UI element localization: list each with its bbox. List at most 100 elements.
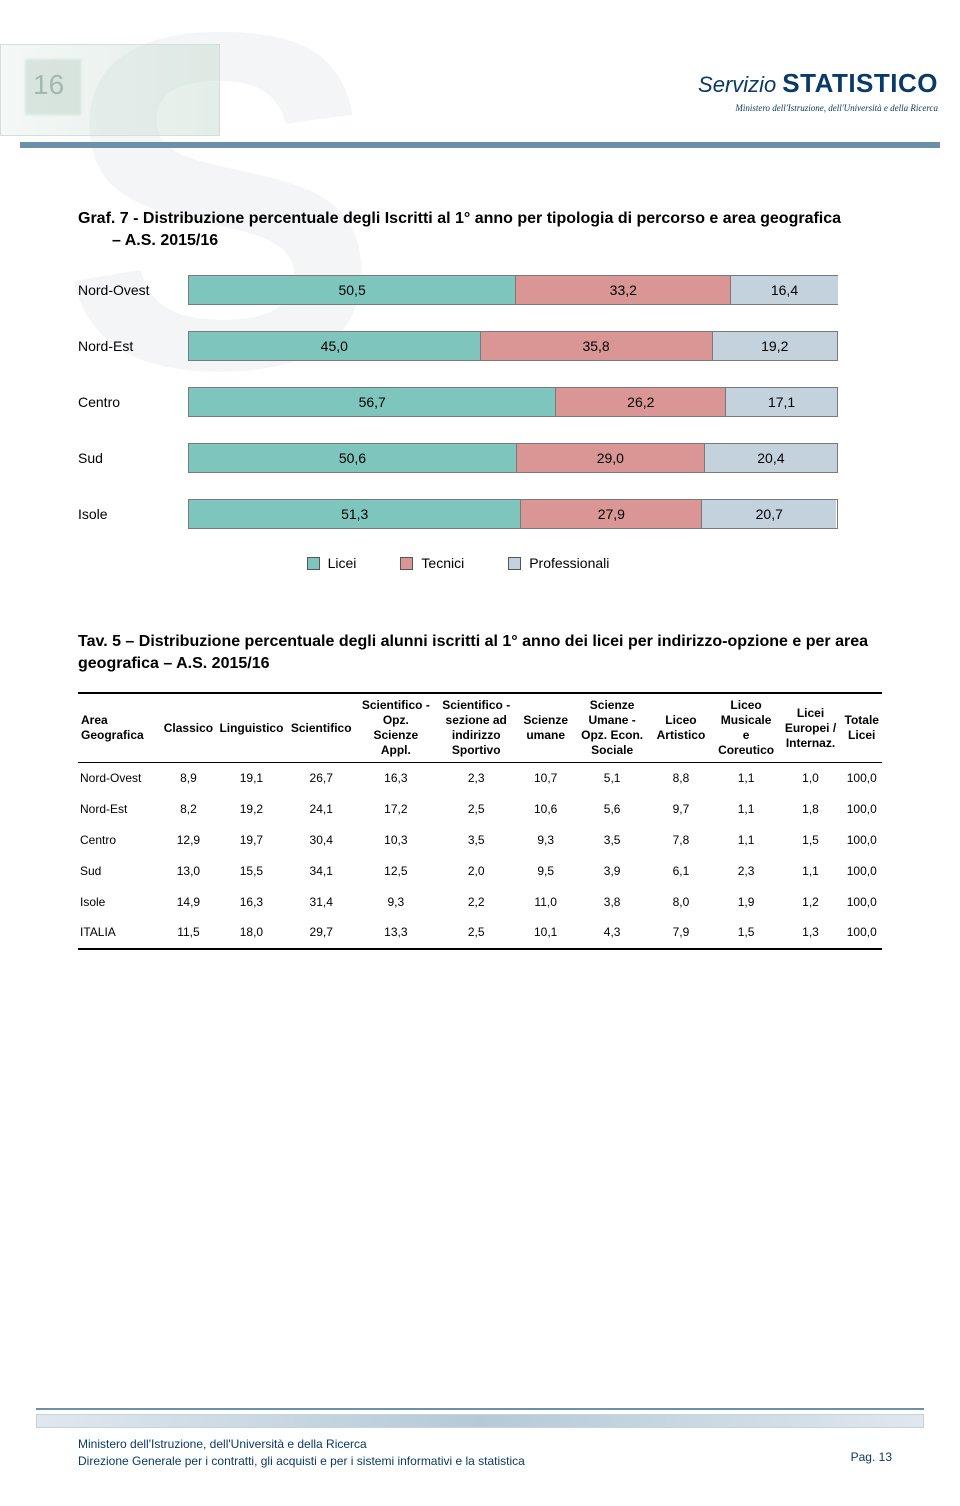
footer-line1: Ministero dell'Istruzione, dell'Universi… bbox=[78, 1436, 525, 1453]
table-cell: 19,1 bbox=[216, 763, 287, 794]
legend-item: Tecnici bbox=[400, 555, 464, 571]
table-cell: 6,1 bbox=[649, 856, 712, 887]
table-cell: 100,0 bbox=[841, 763, 882, 794]
table-cell: 3,5 bbox=[575, 825, 649, 856]
brand-statistico: STATISTICO bbox=[782, 68, 938, 99]
table-cell: 100,0 bbox=[841, 917, 882, 949]
table-cell: 3,9 bbox=[575, 856, 649, 887]
table-cell: 13,0 bbox=[161, 856, 216, 887]
table-cell: 2,2 bbox=[436, 887, 516, 918]
table-row: Nord-Est8,219,224,117,22,510,65,69,71,11… bbox=[78, 794, 882, 825]
table-row-label: Nord-Ovest bbox=[78, 763, 161, 794]
tav-title: Tav. 5 – Distribuzione percentuale degli… bbox=[78, 631, 896, 674]
table-cell: 1,5 bbox=[780, 825, 842, 856]
table-cell: 2,0 bbox=[436, 856, 516, 887]
table-header-cell: LiceiEuropei /Internaz. bbox=[780, 693, 842, 763]
table-header-cell: LiceoArtistico bbox=[649, 693, 712, 763]
table-cell: 1,5 bbox=[713, 917, 780, 949]
bar-segment: 56,7 bbox=[189, 388, 556, 416]
legend-label: Licei bbox=[328, 555, 357, 571]
chart-title-line2: – A.S. 2015/16 bbox=[78, 230, 896, 252]
table-cell: 5,1 bbox=[575, 763, 649, 794]
bar-category-label: Nord-Est bbox=[78, 338, 188, 354]
bar-segment: 26,2 bbox=[556, 388, 726, 416]
table-cell: 8,2 bbox=[161, 794, 216, 825]
table-header-cell: Classico bbox=[161, 693, 216, 763]
bar-segment: 27,9 bbox=[521, 500, 702, 528]
table-row: Nord-Ovest8,919,126,716,32,310,75,18,81,… bbox=[78, 763, 882, 794]
table-cell: 2,3 bbox=[436, 763, 516, 794]
bar-category-label: Isole bbox=[78, 506, 188, 522]
table-row: ITALIA11,518,029,713,32,510,14,37,91,51,… bbox=[78, 917, 882, 949]
tav-table: AreaGeograficaClassicoLinguistico Scienti… bbox=[78, 692, 882, 950]
chart-title: Graf. 7 - Distribuzione percentuale degl… bbox=[78, 208, 896, 251]
table-row-label: ITALIA bbox=[78, 917, 161, 949]
table-cell: 1,2 bbox=[780, 887, 842, 918]
bar-row: Nord-Est45,035,819,2 bbox=[78, 331, 838, 361]
brand-subtitle: Ministero dell'Istruzione, dell'Universi… bbox=[735, 103, 938, 113]
table-row-label: Nord-Est bbox=[78, 794, 161, 825]
bar-track: 50,629,020,4 bbox=[188, 443, 838, 473]
legend-item: Professionali bbox=[508, 555, 609, 571]
footer: Ministero dell'Istruzione, dell'Universi… bbox=[0, 1408, 960, 1470]
chart-title-line1: Graf. 7 - Distribuzione percentuale degl… bbox=[78, 210, 841, 227]
bar-segment: 29,0 bbox=[517, 444, 705, 472]
table-cell: 3,8 bbox=[575, 887, 649, 918]
brand-block: Servizio STATISTICO Ministero dell'Istru… bbox=[630, 44, 960, 136]
table-cell: 30,4 bbox=[287, 825, 356, 856]
bar-track: 45,035,819,2 bbox=[188, 331, 838, 361]
table-cell: 12,5 bbox=[356, 856, 436, 887]
table-cell: 1,8 bbox=[780, 794, 842, 825]
table-cell: 10,6 bbox=[516, 794, 575, 825]
table-cell: 11,0 bbox=[516, 887, 575, 918]
table-cell: 16,3 bbox=[216, 887, 287, 918]
legend-swatch bbox=[508, 557, 521, 570]
bar-segment: 35,8 bbox=[481, 332, 713, 360]
brand-servizio: Servizio bbox=[698, 72, 776, 98]
bar-category-label: Sud bbox=[78, 450, 188, 466]
bar-row: Centro56,726,217,1 bbox=[78, 387, 838, 417]
bar-segment: 16,4 bbox=[731, 276, 837, 304]
table-header-cell: Linguistico bbox=[216, 693, 287, 763]
table-cell: 100,0 bbox=[841, 856, 882, 887]
table-row-label: Centro bbox=[78, 825, 161, 856]
table-row: Isole14,916,331,49,32,211,03,88,01,91,21… bbox=[78, 887, 882, 918]
legend-swatch bbox=[400, 557, 413, 570]
table-cell: 17,2 bbox=[356, 794, 436, 825]
table-cell: 2,3 bbox=[713, 856, 780, 887]
table-cell: 34,1 bbox=[287, 856, 356, 887]
table-header-cell: AreaGeografica bbox=[78, 693, 161, 763]
table-cell: 9,3 bbox=[516, 825, 575, 856]
bar-segment: 50,5 bbox=[189, 276, 516, 304]
table-cell: 1,3 bbox=[780, 917, 842, 949]
table-cell: 14,9 bbox=[161, 887, 216, 918]
bar-segment: 51,3 bbox=[189, 500, 521, 528]
table-header-cell: LiceoMusicaleeCoreutico bbox=[713, 693, 780, 763]
bar-row: Sud50,629,020,4 bbox=[78, 443, 838, 473]
table-row-label: Sud bbox=[78, 856, 161, 887]
table-header-cell: Scientifico -Opz.ScienzeAppl. bbox=[356, 693, 436, 763]
bar-row: Isole51,327,920,7 bbox=[78, 499, 838, 529]
bar-segment: 20,4 bbox=[705, 444, 837, 472]
legend-label: Tecnici bbox=[421, 555, 464, 571]
table-cell: 16,3 bbox=[356, 763, 436, 794]
bar-segment: 50,6 bbox=[189, 444, 517, 472]
table-header-cell: Scienzeumane bbox=[516, 693, 575, 763]
table-cell: 12,9 bbox=[161, 825, 216, 856]
bar-segment: 33,2 bbox=[516, 276, 731, 304]
chart-legend: Licei Tecnici Professionali bbox=[78, 555, 838, 571]
table-header-cell: Scientifico -sezione adindirizzoSportivo bbox=[436, 693, 516, 763]
legend-label: Professionali bbox=[529, 555, 609, 571]
table-row-label: Isole bbox=[78, 887, 161, 918]
table-cell: 19,7 bbox=[216, 825, 287, 856]
table-cell: 100,0 bbox=[841, 825, 882, 856]
table-cell: 2,5 bbox=[436, 794, 516, 825]
bar-track: 51,327,920,7 bbox=[188, 499, 838, 529]
table-cell: 1,1 bbox=[713, 763, 780, 794]
table-header-cell: ScienzeUmane -Opz. Econ.Sociale bbox=[575, 693, 649, 763]
table-cell: 13,3 bbox=[356, 917, 436, 949]
legend-swatch bbox=[307, 557, 320, 570]
footer-line2: Direzione Generale per i contratti, gli … bbox=[78, 1453, 525, 1470]
table-cell: 10,1 bbox=[516, 917, 575, 949]
table-row: Centro12,919,730,410,33,59,33,57,81,11,5… bbox=[78, 825, 882, 856]
